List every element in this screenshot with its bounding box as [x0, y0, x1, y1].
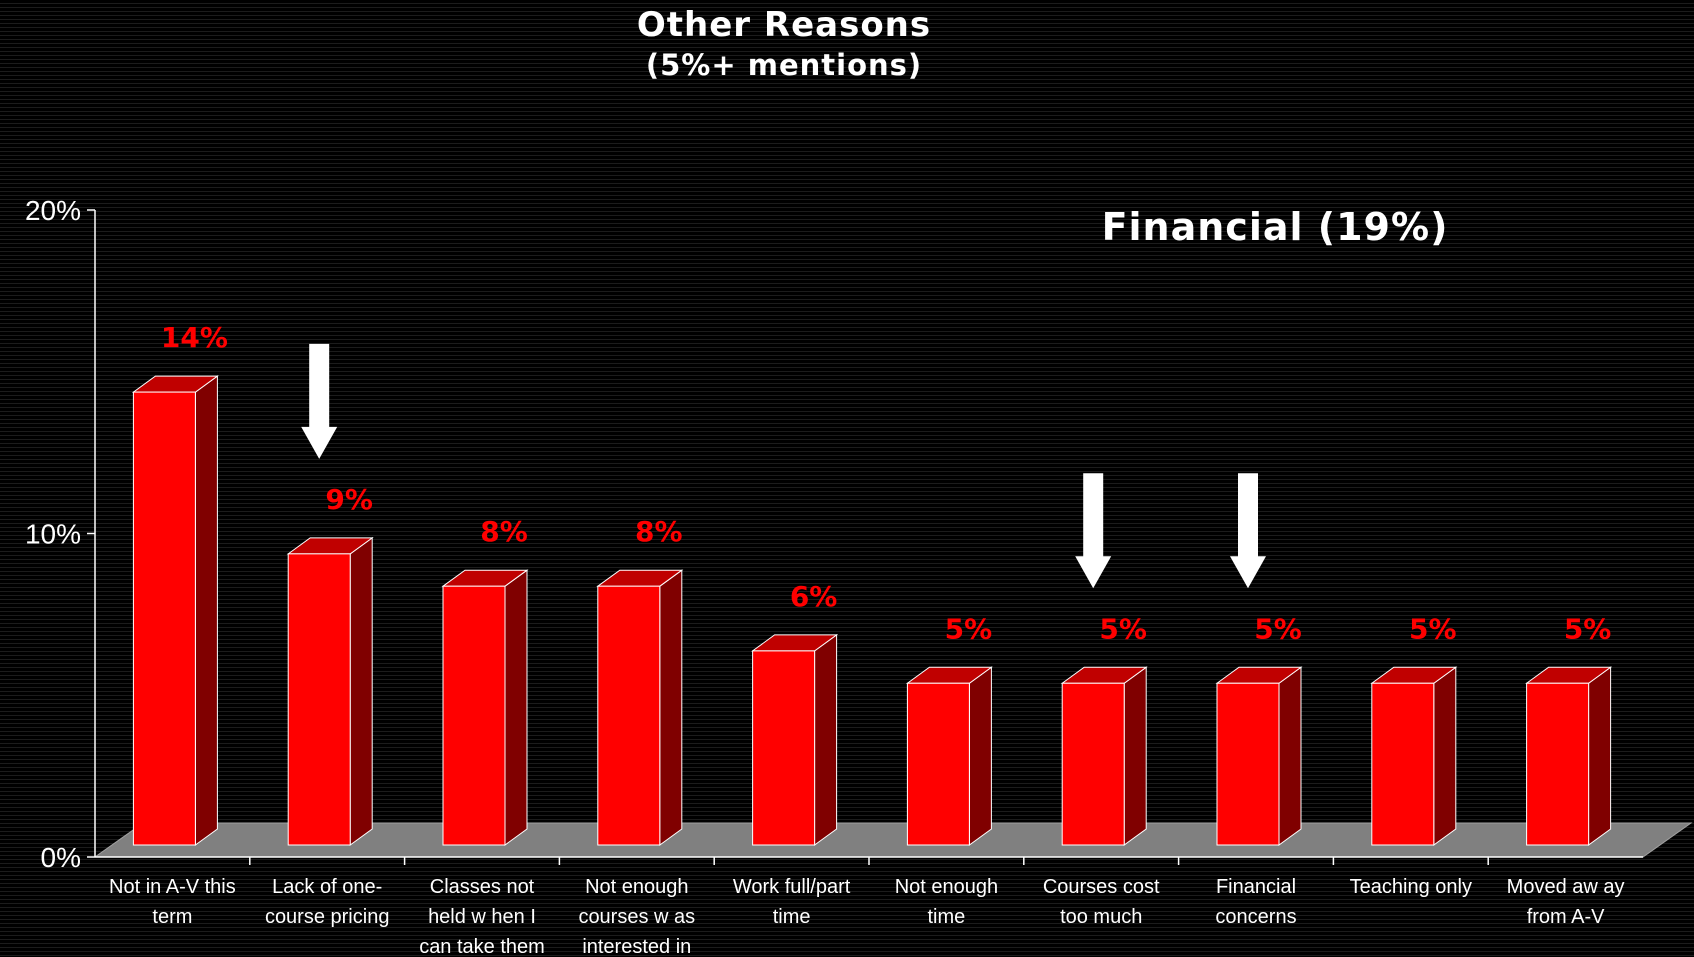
bar: [442, 585, 506, 846]
x-category-label: Courses cost too much: [1043, 876, 1160, 928]
bar-value-label: 8%: [635, 515, 683, 548]
down-arrow-icon: [1075, 473, 1112, 589]
bar-side: [1123, 666, 1147, 846]
chart-title-block: Other Reasons (5%+ mentions): [0, 2, 1568, 82]
financial-annotation: Financial (19%): [1102, 205, 1449, 249]
x-category-label: Lack of one-course pricing: [265, 876, 390, 928]
bar-side: [504, 569, 528, 846]
bar: [287, 553, 351, 846]
bar-value-label: 8%: [480, 515, 528, 548]
bar-value-label: 5%: [1254, 612, 1302, 645]
x-category-label: Teaching only: [1350, 876, 1472, 898]
bar-side: [349, 536, 373, 846]
down-arrow-icon: [301, 343, 338, 459]
bar-value-label: 5%: [1409, 612, 1457, 645]
bar-side: [1588, 666, 1612, 846]
x-category-label: Work full/part time: [733, 876, 851, 928]
bar-value-label: 9%: [325, 483, 373, 516]
bar: [752, 650, 816, 846]
bar-side: [1278, 666, 1302, 846]
x-category-label: Not enough time: [895, 876, 998, 928]
bar-side: [1433, 666, 1457, 846]
down-arrow-icon: [1230, 473, 1266, 589]
bar: [906, 682, 970, 846]
bar: [1371, 682, 1435, 846]
chart-subtitle: (5%+ mentions): [645, 48, 923, 82]
bar: [1061, 682, 1125, 846]
bar-value-label: 5%: [945, 612, 993, 645]
chart-title: Other Reasons: [636, 5, 932, 45]
bar-side: [659, 569, 683, 846]
x-category-label: Financial concerns: [1215, 876, 1296, 928]
bar-value-label: 14%: [161, 321, 228, 354]
y-tick-label: 0%: [41, 842, 81, 873]
bar: [1526, 682, 1590, 846]
bar: [1216, 682, 1280, 846]
bar-side: [814, 633, 838, 846]
bar-value-label: 6%: [790, 580, 838, 613]
x-category-label: Not enough courses w as interested in: [578, 876, 695, 957]
bar-side: [968, 666, 992, 846]
x-category-label: Moved aw ay from A-V: [1507, 876, 1625, 928]
bar-value-label: 5%: [1099, 612, 1147, 645]
y-tick-label: 20%: [25, 195, 81, 226]
bar: [132, 391, 196, 846]
y-tick-label: 10%: [25, 519, 81, 550]
bar: [597, 585, 661, 846]
bar-side: [194, 375, 218, 846]
bar-value-label: 5%: [1564, 612, 1612, 645]
x-category-label: Not in A-V this term: [109, 876, 236, 928]
